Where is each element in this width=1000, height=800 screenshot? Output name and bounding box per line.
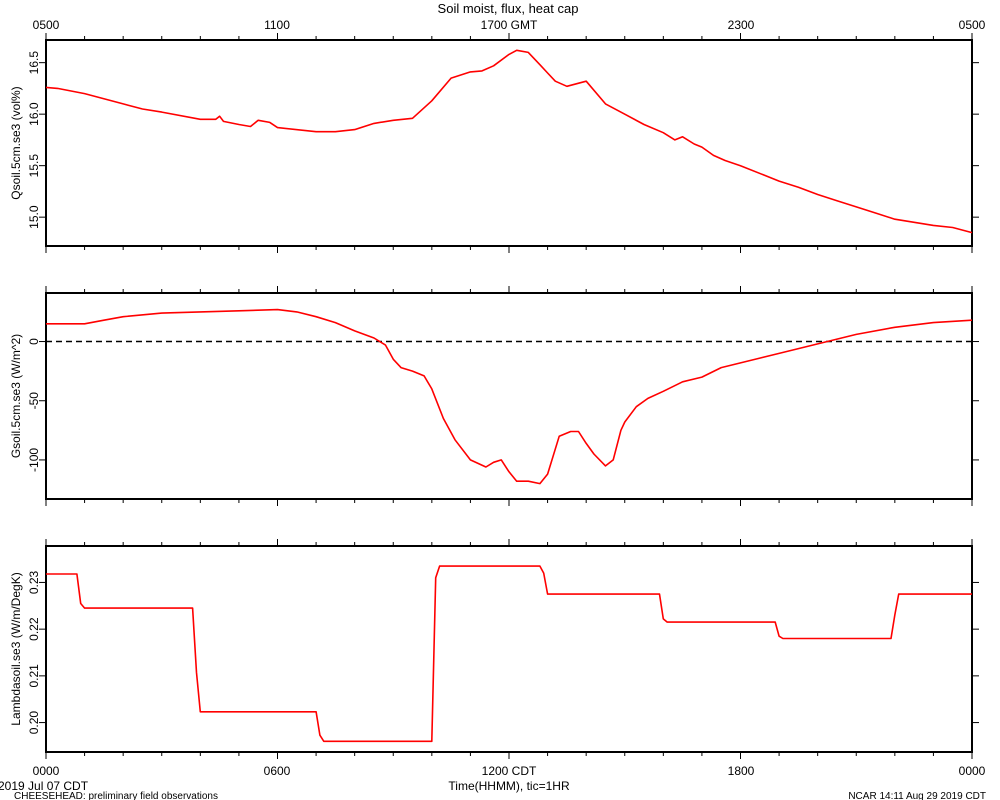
- y-tick-label: 0.23: [27, 570, 41, 594]
- y-axis-label: Gsoil.5cm.se3 (W/m^2): [9, 334, 23, 458]
- y-tick-label: 0: [27, 338, 41, 345]
- bottom-tick-label: 1800: [728, 764, 755, 778]
- bottom-tick-label: 0600: [264, 764, 291, 778]
- chart-title: Soil moist, flux, heat cap: [438, 1, 579, 16]
- series-line: [46, 308, 973, 485]
- y-tick-label: -50: [27, 392, 41, 410]
- bottom-axis-tick-labels: 0000 0600 1200 CDT 1800 0000: [33, 764, 986, 778]
- top-tick-label: 1700 GMT: [481, 18, 538, 32]
- top-tick-label: 2300: [728, 18, 755, 32]
- bottom-tick-label: 0000: [33, 764, 60, 778]
- y-axis-label: Qsoil.5cm.se3 (vol%): [9, 86, 23, 199]
- panel-frame: [45, 545, 973, 753]
- thermal-conductivity-panel: 0.20 0.21 0.22 0.23 Lambdasoil.se3 (W/m/DegK…: [9, 539, 979, 759]
- top-tick-label: 0500: [33, 18, 60, 32]
- bottom-tick-label: 0000: [959, 764, 986, 778]
- date-label: 2019 Jul 07 CDT: [0, 779, 89, 793]
- soil-moisture-panel: 15.0 15.5 16.0 16.5 Qsoil.5cm.se3 (vol%): [9, 33, 979, 253]
- bottom-tick-label: 1200 CDT: [482, 764, 537, 778]
- y-tick-label: 0.21: [27, 664, 41, 688]
- top-tick-label: 0500: [959, 18, 986, 32]
- y-axis-label: Lambdasoil.se3 (W/m/DegK): [9, 572, 23, 725]
- project-label: CHEESEHEAD: preliminary field observatio…: [14, 791, 218, 800]
- y-tick-label: 0.20: [27, 711, 41, 735]
- top-axis-tick-labels: 0500 1100 1700 GMT 2300 0500: [33, 18, 986, 32]
- y-tick-label: 15.5: [27, 154, 41, 178]
- soil-heat-flux-panel: -100 -50 0 Gsoil.5cm.se3 (W/m^2): [9, 286, 979, 506]
- series-line: [46, 565, 972, 743]
- top-tick-label: 1100: [264, 18, 290, 32]
- series-line: [45, 49, 973, 234]
- panel-frame: [45, 292, 973, 500]
- y-tick-label: -100: [27, 448, 41, 472]
- x-axis-label: Time(HHMM), tic=1HR: [448, 779, 570, 793]
- y-tick-label: 15.0: [27, 205, 41, 229]
- y-tick-label: 16.5: [27, 51, 41, 75]
- credit-label: NCAR 14:11 Aug 29 2019 CDT: [848, 791, 986, 800]
- y-tick-label: 0.22: [27, 617, 41, 641]
- panel-frame: [45, 39, 973, 247]
- y-tick-label: 16.0: [27, 102, 41, 126]
